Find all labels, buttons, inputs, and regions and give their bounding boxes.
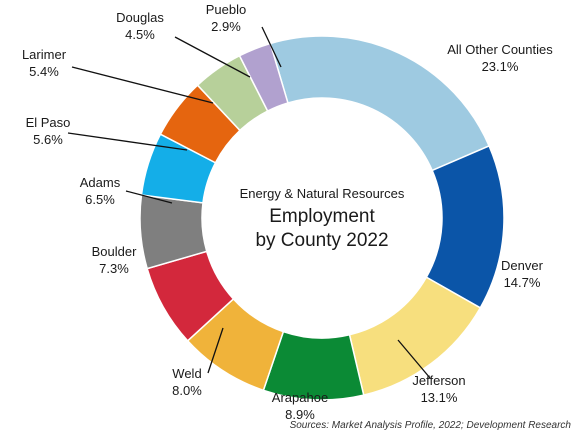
label-pct-adams: 6.5% (85, 192, 115, 207)
leader-pueblo (261, 26, 282, 68)
label-pct-arapahoe: 8.9% (285, 407, 315, 422)
label-name-douglas: Douglas (116, 10, 164, 25)
label-pct-el-paso: 5.6% (33, 132, 63, 147)
slice-pueblo (238, 42, 289, 113)
leader-adams (125, 190, 173, 204)
chart-title-line3: by County 2022 (255, 230, 388, 251)
leader-el-paso (67, 132, 188, 151)
label-name-arapahoe: Arapahoe (272, 390, 328, 405)
label-name-all-other-counties: All Other Counties (447, 42, 553, 57)
label-name-adams: Adams (80, 175, 121, 190)
chart-title-line2: Employment (269, 206, 375, 227)
label-name-pueblo: Pueblo (206, 2, 246, 17)
label-pct-pueblo: 2.9% (211, 19, 241, 34)
label-pct-boulder: 7.3% (99, 261, 129, 276)
label-name-weld: Weld (172, 366, 201, 381)
slice-labels: All Other Counties 23.1% Denver 14.7% Jeffer… (22, 2, 553, 422)
leader-lines (67, 26, 431, 379)
source-note: Sources: Market Analysis Profile, 2022; … (289, 420, 571, 431)
label-name-boulder: Boulder (92, 244, 137, 259)
label-pct-weld: 8.0% (172, 383, 202, 398)
label-pct-all-other-counties: 23.1% (482, 59, 519, 74)
leader-weld (207, 327, 224, 374)
leader-douglas (174, 36, 251, 78)
chart-title-line1: Energy & Natural Resources (240, 186, 405, 201)
label-name-jefferson: Jefferson (412, 373, 465, 388)
label-name-el-paso: El Paso (26, 115, 71, 130)
label-pct-larimer: 5.4% (29, 64, 59, 79)
label-pct-douglas: 4.5% (125, 27, 155, 42)
label-pct-denver: 14.7% (504, 275, 541, 290)
leader-larimer (71, 66, 214, 104)
leader-jefferson (397, 339, 431, 379)
label-name-larimer: Larimer (22, 47, 67, 62)
donut-slices (139, 35, 505, 401)
label-name-denver: Denver (501, 258, 544, 273)
label-pct-jefferson: 13.1% (421, 390, 458, 405)
